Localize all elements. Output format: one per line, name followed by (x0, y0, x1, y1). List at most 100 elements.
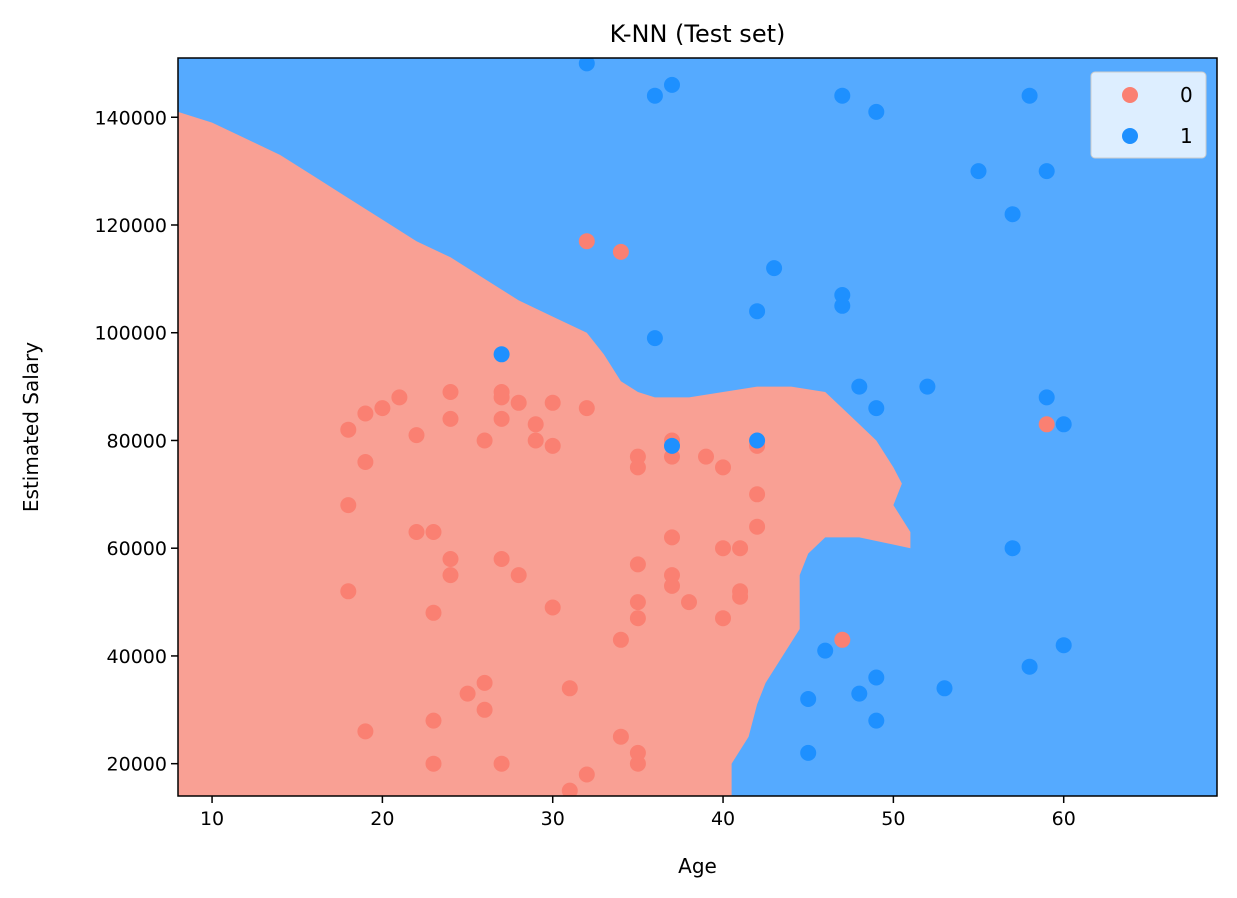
point-class-0-49 (629, 556, 646, 573)
point-class-1-4 (868, 103, 885, 120)
point-class-0-66 (1038, 416, 1055, 433)
point-class-0-16 (578, 400, 595, 417)
point-class-1-13 (646, 330, 663, 347)
y-tick-label: 120000 (94, 215, 167, 237)
point-class-0-10 (510, 394, 527, 411)
class0-region (178, 111, 911, 796)
legend-marker-1 (1122, 128, 1138, 144)
point-class-0-52 (629, 459, 646, 476)
point-class-0-47 (664, 577, 680, 594)
point-class-0-6 (442, 410, 459, 427)
point-class-1-24 (817, 642, 834, 659)
y-tick-label: 60000 (107, 538, 167, 560)
scatter-points (340, 58, 1072, 796)
x-tick-label: 30 (541, 808, 565, 830)
point-class-0-4 (408, 427, 425, 444)
legend-label-0: 0 (1180, 83, 1193, 107)
point-class-0-58 (732, 540, 749, 557)
point-class-0-57 (715, 540, 731, 557)
point-class-0-1 (357, 405, 374, 422)
point-class-0-11 (493, 410, 510, 427)
point-class-1-1 (646, 87, 663, 104)
legend-marker-0 (1122, 87, 1138, 103)
point-class-1-29 (800, 691, 817, 707)
point-class-0-3 (391, 389, 408, 406)
point-class-1-27 (936, 680, 953, 697)
point-class-1-3 (834, 87, 851, 104)
point-class-0-22 (425, 524, 442, 540)
point-class-0-9 (493, 389, 510, 406)
plot-frame (177, 57, 1218, 797)
point-class-0-48 (681, 594, 697, 611)
legend-box (1090, 71, 1207, 159)
point-class-1-11 (834, 297, 851, 314)
point-class-1-8 (1004, 206, 1021, 223)
point-class-0-44 (629, 594, 646, 611)
point-class-1-16 (919, 378, 936, 395)
point-class-0-32 (476, 701, 493, 718)
point-class-1-7 (1038, 163, 1055, 180)
point-class-0-13 (527, 432, 544, 449)
y-tick-label: 80000 (107, 430, 167, 452)
point-class-0-14 (544, 394, 561, 411)
chart-title: K-NN (Test set) (610, 20, 786, 48)
x-axis: 10 20 30 40 50 60 (200, 796, 1076, 830)
point-class-1-26 (868, 669, 885, 686)
point-class-0-0 (340, 421, 357, 438)
y-tick-label: 40000 (107, 646, 167, 668)
point-class-0-65 (834, 631, 851, 648)
point-class-0-50 (664, 529, 680, 546)
x-tick-label: 10 (200, 808, 224, 830)
point-class-0-60 (749, 486, 766, 503)
point-class-1-12 (749, 303, 766, 320)
point-class-0-12 (527, 416, 544, 433)
point-class-0-31 (459, 685, 476, 702)
point-class-0-30 (476, 674, 493, 691)
y-tick-label: 100000 (94, 323, 167, 345)
point-class-0-36 (425, 755, 442, 772)
point-class-0-37 (493, 755, 510, 772)
y-axis-label: Estimated Salary (19, 342, 43, 512)
x-tick-label: 40 (711, 808, 735, 830)
point-class-1-15 (851, 378, 868, 395)
point-class-0-19 (357, 454, 374, 470)
x-tick-label: 50 (881, 808, 905, 830)
point-class-0-23 (442, 551, 459, 567)
point-class-0-33 (561, 680, 578, 697)
point-class-0-43 (612, 631, 629, 648)
point-class-0-5 (442, 384, 459, 400)
point-class-1-22 (1004, 540, 1021, 557)
point-class-1-21 (749, 432, 766, 449)
point-class-0-18 (612, 243, 629, 260)
point-class-0-24 (442, 567, 459, 584)
point-class-0-63 (715, 610, 731, 627)
x-tick-label: 20 (370, 808, 394, 830)
point-class-0-29 (544, 599, 561, 616)
point-class-0-34 (425, 712, 442, 729)
point-class-0-25 (493, 551, 510, 567)
point-class-0-28 (425, 604, 442, 621)
point-class-1-18 (868, 400, 885, 417)
point-class-1-0 (578, 58, 595, 72)
point-class-0-56 (715, 459, 731, 476)
legend: 0 1 (1090, 71, 1207, 159)
point-class-0-39 (578, 766, 595, 783)
point-class-1-20 (664, 437, 680, 454)
point-class-0-38 (561, 782, 578, 796)
point-class-1-6 (970, 163, 987, 180)
x-tick-label: 60 (1052, 808, 1076, 830)
point-class-0-17 (578, 233, 595, 250)
point-class-1-9 (766, 260, 783, 277)
point-class-0-55 (698, 448, 714, 465)
point-class-0-59 (749, 518, 766, 535)
point-class-0-20 (340, 497, 357, 514)
point-class-1-25 (1021, 658, 1038, 675)
x-axis-label: Age (678, 854, 717, 878)
point-class-1-28 (851, 685, 868, 702)
y-tick-label: 20000 (107, 754, 167, 776)
point-class-1-17 (1038, 389, 1055, 406)
point-class-0-15 (544, 437, 561, 454)
point-class-0-62 (732, 588, 749, 605)
point-class-1-30 (868, 712, 885, 729)
